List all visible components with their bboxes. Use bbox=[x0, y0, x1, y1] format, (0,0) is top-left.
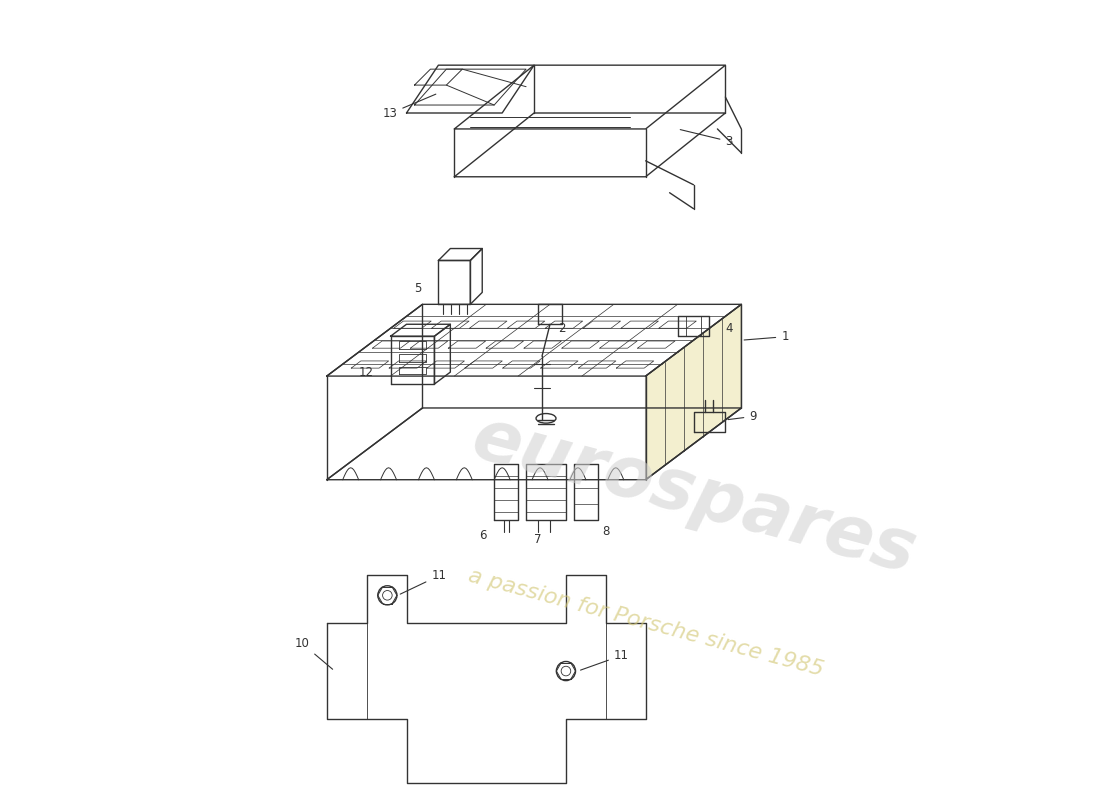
Text: 13: 13 bbox=[383, 94, 436, 120]
Text: 4: 4 bbox=[725, 322, 733, 334]
Text: 1: 1 bbox=[744, 330, 789, 343]
Text: 2: 2 bbox=[558, 322, 565, 334]
Text: 6: 6 bbox=[478, 529, 486, 542]
Text: 7: 7 bbox=[535, 533, 541, 546]
Polygon shape bbox=[646, 304, 741, 480]
Text: 10: 10 bbox=[295, 637, 332, 670]
Text: 11: 11 bbox=[581, 649, 629, 670]
Text: 9: 9 bbox=[728, 410, 757, 423]
Text: 3: 3 bbox=[680, 130, 733, 148]
Text: eurospares: eurospares bbox=[464, 403, 923, 588]
Text: 8: 8 bbox=[602, 525, 609, 538]
Text: a passion for Porsche since 1985: a passion for Porsche since 1985 bbox=[465, 566, 825, 680]
Text: 5: 5 bbox=[415, 282, 421, 295]
Text: 11: 11 bbox=[400, 570, 447, 594]
Text: 12: 12 bbox=[359, 366, 374, 378]
